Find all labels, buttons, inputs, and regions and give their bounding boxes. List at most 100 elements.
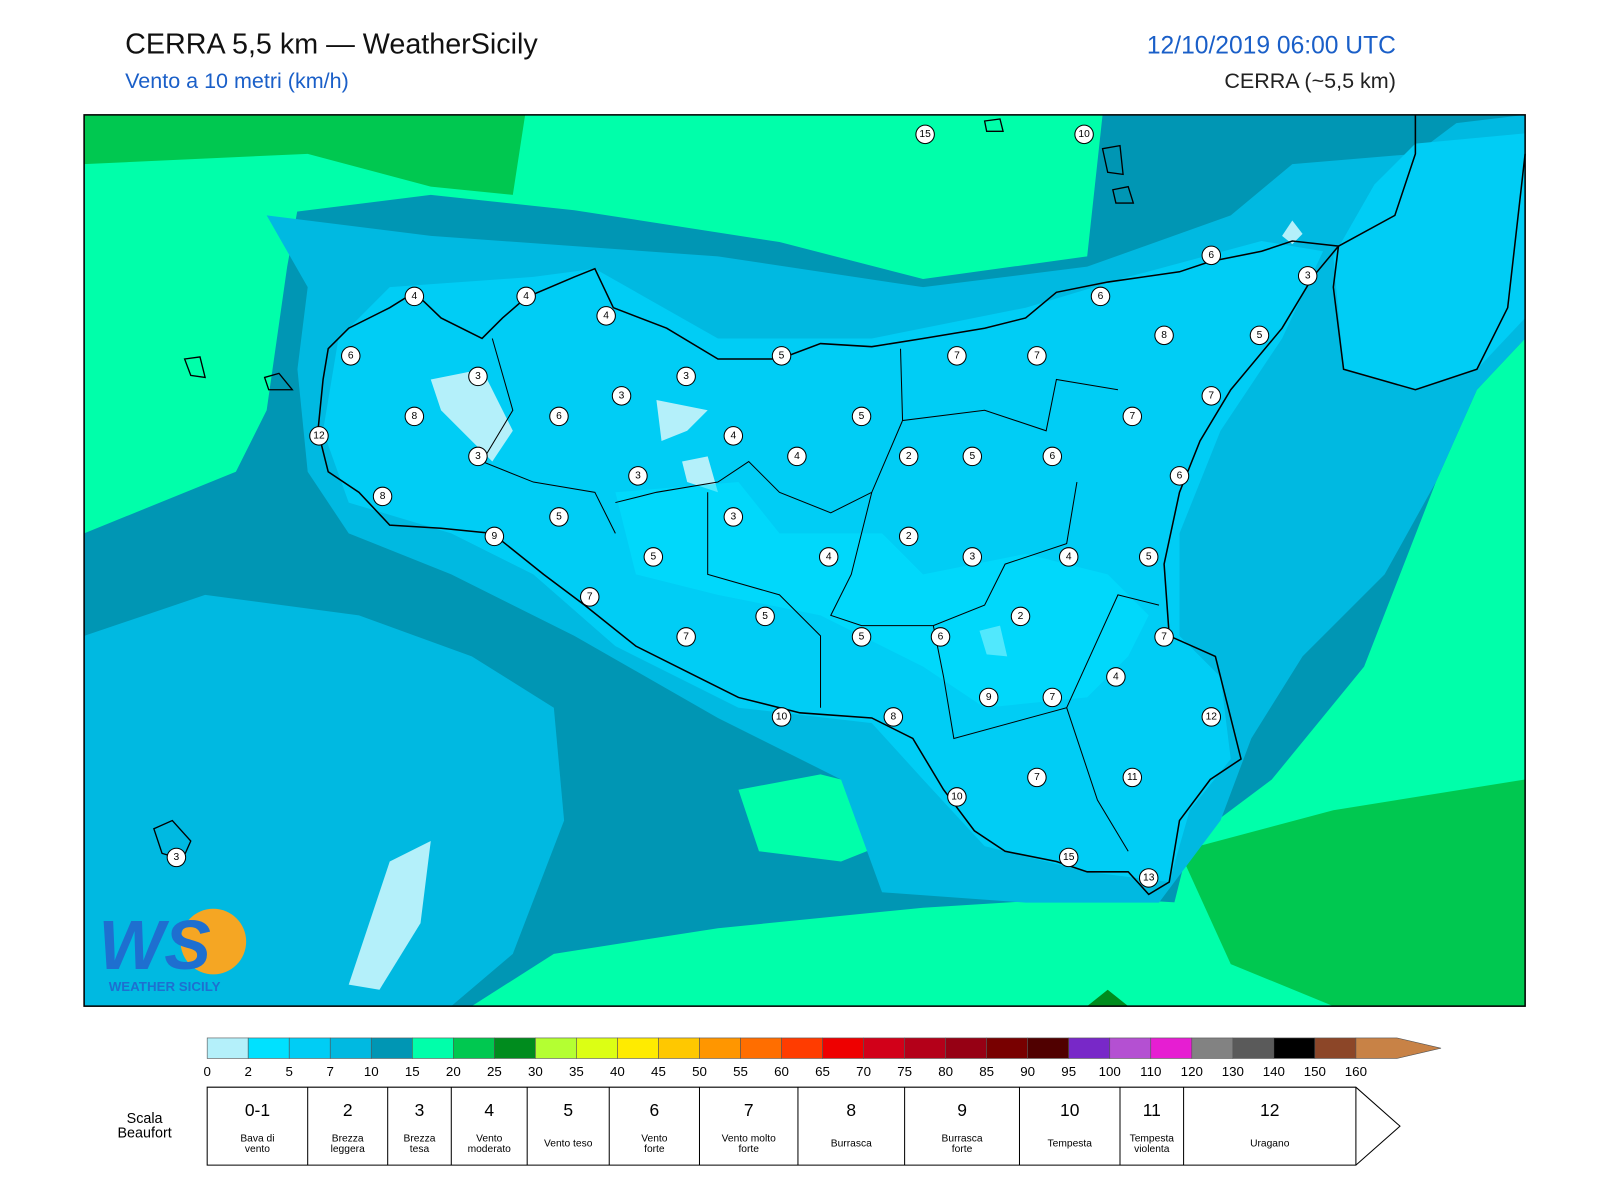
colorbar-cell xyxy=(863,1037,905,1059)
station-value: 12 xyxy=(313,430,325,441)
colorbar-cell xyxy=(247,1037,290,1059)
beaufort-description: forte xyxy=(644,1144,665,1155)
station-value: 7 xyxy=(1049,692,1055,703)
station-value: 4 xyxy=(1113,671,1119,682)
station-marker xyxy=(1042,446,1063,467)
beaufort-force: 0-1 xyxy=(245,1100,270,1120)
station-value: 8 xyxy=(890,711,896,722)
station-value: 15 xyxy=(919,129,931,140)
beaufort-description: Tempesta xyxy=(1130,1134,1175,1145)
colorbar-cell xyxy=(206,1037,249,1059)
beaufort-force: 4 xyxy=(484,1100,494,1120)
station-value: 4 xyxy=(412,291,418,302)
station-marker xyxy=(818,547,839,567)
beaufort-force: 3 xyxy=(415,1100,425,1120)
station-value: 4 xyxy=(794,451,800,462)
station-value: 3 xyxy=(1305,270,1311,281)
station-marker xyxy=(851,406,872,427)
colorbar-tick-label: 0 xyxy=(203,1064,210,1079)
station-marker xyxy=(549,406,569,427)
station-value: 7 xyxy=(1034,350,1040,361)
colorbar-cell xyxy=(904,1037,946,1059)
station-value: 13 xyxy=(1143,872,1155,883)
station-marker xyxy=(1169,466,1190,486)
beaufort-description: Burrasca xyxy=(942,1134,983,1145)
colorbar-tick-label: 140 xyxy=(1263,1064,1285,1079)
colorbar-cell xyxy=(986,1037,1028,1059)
colorbar-cell xyxy=(1314,1037,1357,1059)
station-marker xyxy=(1138,868,1159,888)
colorbar-tick-label: 50 xyxy=(692,1064,707,1079)
station-marker xyxy=(1122,767,1143,788)
colorbar-cell xyxy=(1109,1037,1152,1059)
colorbar-cell xyxy=(329,1037,372,1059)
station-value: 9 xyxy=(492,531,498,542)
station-value: 10 xyxy=(951,791,963,802)
station-marker xyxy=(643,547,664,567)
beaufort-description: moderato xyxy=(468,1144,512,1155)
colorbar-cell xyxy=(288,1037,331,1059)
station-value: 12 xyxy=(1206,711,1218,722)
colorbar-cell xyxy=(1273,1037,1316,1059)
station-marker xyxy=(1201,245,1222,266)
beaufort-force: 12 xyxy=(1260,1100,1279,1120)
station-value: 5 xyxy=(1257,330,1263,341)
beaufort-description: Bava di xyxy=(240,1134,274,1145)
station-marker xyxy=(771,346,792,366)
station-marker xyxy=(611,386,632,406)
station-value: 15 xyxy=(1063,852,1075,863)
beaufort-description: leggera xyxy=(331,1144,365,1155)
beaufort-force: 11 xyxy=(1143,1100,1161,1120)
station-marker xyxy=(1201,386,1222,406)
colorbar-tick-label: 25 xyxy=(487,1064,502,1079)
station-marker xyxy=(580,587,600,607)
station-marker xyxy=(1297,266,1318,286)
station-value: 7 xyxy=(1161,631,1167,642)
station-value: 8 xyxy=(380,491,386,502)
beaufort-title: Beaufort xyxy=(117,1125,171,1141)
station-marker xyxy=(1090,286,1111,307)
station-value: 5 xyxy=(1146,551,1152,562)
colorbar-tick-label: 7 xyxy=(327,1064,334,1079)
colorbar-tick-label: 35 xyxy=(569,1064,584,1079)
station-marker xyxy=(930,627,951,647)
beaufort-description: Brezza xyxy=(332,1134,364,1145)
station-value: 8 xyxy=(412,411,418,422)
station-marker xyxy=(1042,687,1063,708)
station-marker xyxy=(468,446,488,467)
colorbar-tick-label: 70 xyxy=(856,1064,871,1079)
station-marker xyxy=(1201,707,1222,727)
beaufort-description: forte xyxy=(952,1144,973,1155)
station-marker xyxy=(404,406,425,427)
station-marker xyxy=(947,346,967,366)
station-marker xyxy=(978,687,999,708)
station-value: 10 xyxy=(1078,129,1090,140)
station-value: 6 xyxy=(1208,250,1214,261)
station-value: 4 xyxy=(523,291,529,302)
station-marker xyxy=(1154,325,1174,346)
colorbar-tick-label: 40 xyxy=(610,1064,625,1079)
beaufort-description: tesa xyxy=(410,1144,430,1155)
station-value: 6 xyxy=(938,631,944,642)
beaufort-force: 5 xyxy=(563,1100,573,1120)
station-marker xyxy=(755,606,775,627)
colorbar-cell xyxy=(658,1037,700,1059)
station-value: 5 xyxy=(969,451,975,462)
colorbar-tick-label: 75 xyxy=(897,1064,912,1079)
colorbar-tick-label: 160 xyxy=(1345,1064,1367,1079)
beaufort-description: Burrasca xyxy=(831,1139,872,1150)
colorbar-tick-label: 10 xyxy=(364,1064,379,1079)
station-marker xyxy=(851,627,872,647)
colorbar-cell xyxy=(945,1037,987,1059)
station-marker xyxy=(1122,406,1143,427)
station-value: 5 xyxy=(650,551,656,562)
station-value: 5 xyxy=(762,611,768,622)
colorbar-tick-label: 120 xyxy=(1181,1064,1203,1079)
beaufort-force: 10 xyxy=(1060,1100,1080,1120)
beaufort-description: Vento molto xyxy=(722,1134,776,1145)
beaufort-force: 7 xyxy=(744,1100,754,1120)
station-value: 3 xyxy=(475,371,481,382)
station-marker xyxy=(1154,627,1174,647)
